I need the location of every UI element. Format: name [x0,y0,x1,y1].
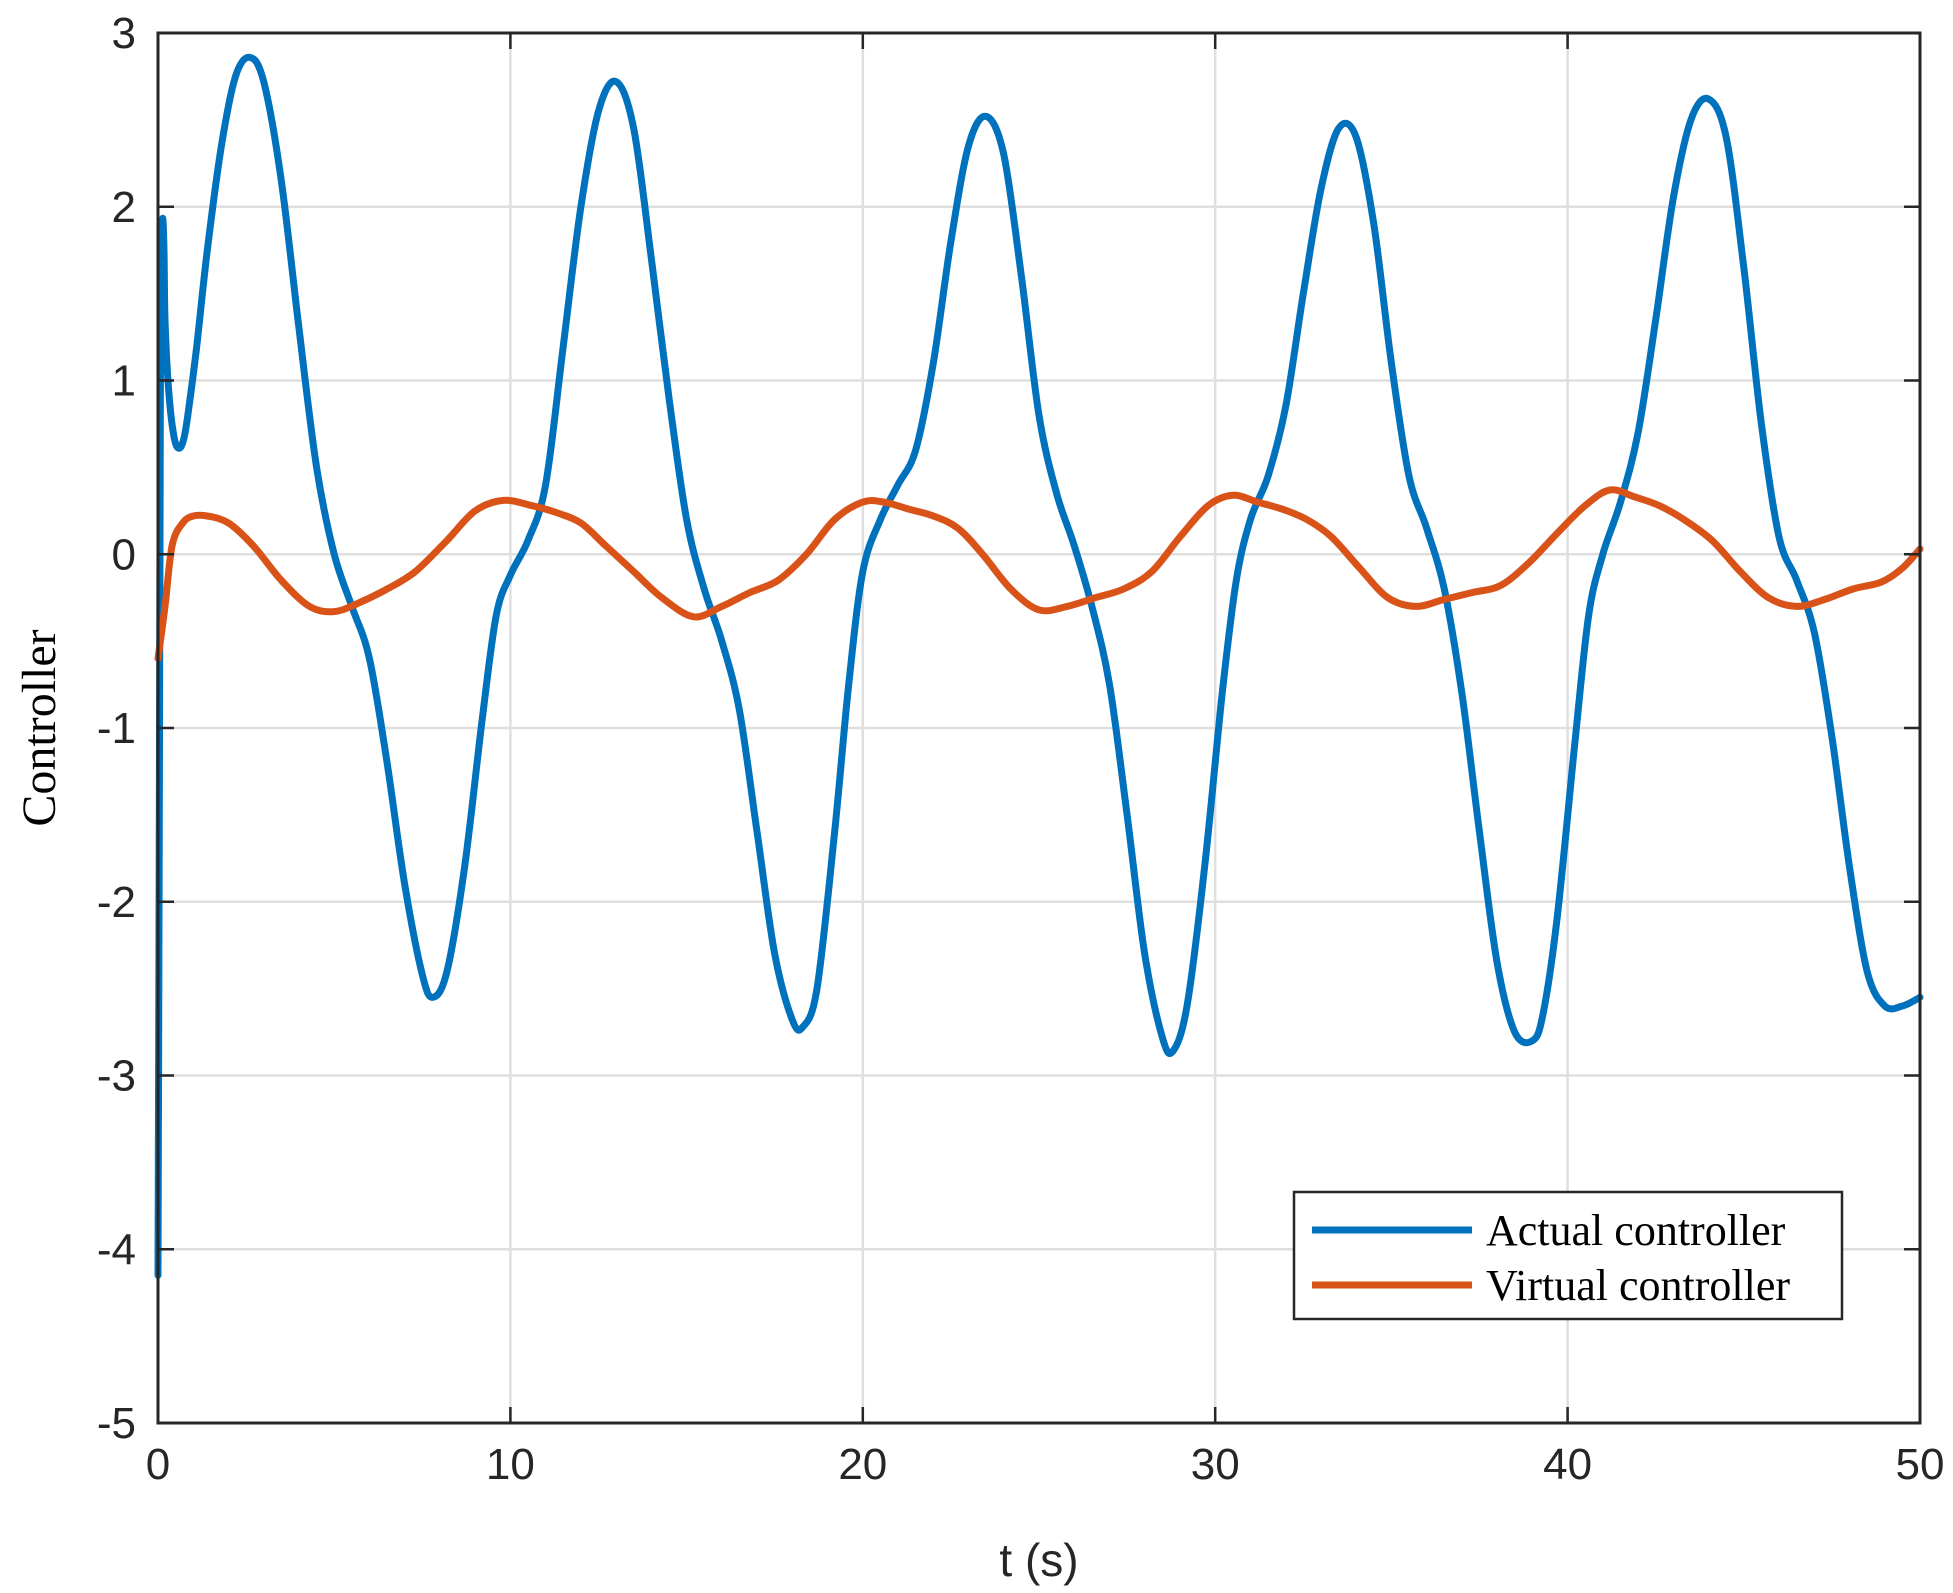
y-tick-label: -4 [97,1225,136,1274]
legend-label-virtual: Virtual controller [1486,1261,1790,1310]
y-tick-label: 3 [112,9,136,58]
axis-ticks [156,31,1922,1425]
tick-labels: 0 10 20 30 40 50 -5 -4 -3 -2 -1 0 1 2 3 [97,9,1945,1489]
y-tick-label: -1 [97,704,136,753]
x-tick-label: 50 [1896,1440,1945,1489]
x-tick-label: 10 [486,1440,535,1489]
x-axis-label: t (s) [999,1534,1078,1586]
series-line-virtual-controller [154,486,1924,662]
x-tick-label: 20 [838,1440,887,1489]
y-tick-label: -3 [97,1052,136,1101]
series-lines [154,53,1924,1279]
legend-box [1292,1190,1844,1321]
x-tick-label: 40 [1543,1440,1592,1489]
y-tick-label: -5 [97,1399,136,1448]
y-tick-label: 1 [112,357,136,406]
y-tick-label: 0 [112,530,136,579]
legend-label-actual: Actual controller [1486,1206,1786,1255]
legend: Actual controller Virtual controller [1292,1190,1844,1321]
y-axis-label: Controller [13,629,66,826]
x-tick-label: 0 [146,1440,170,1489]
x-tick-label: 30 [1191,1440,1240,1489]
series-line-actual-controller [154,53,1924,1279]
y-tick-label: -2 [97,878,136,927]
y-tick-label: 2 [112,183,136,232]
